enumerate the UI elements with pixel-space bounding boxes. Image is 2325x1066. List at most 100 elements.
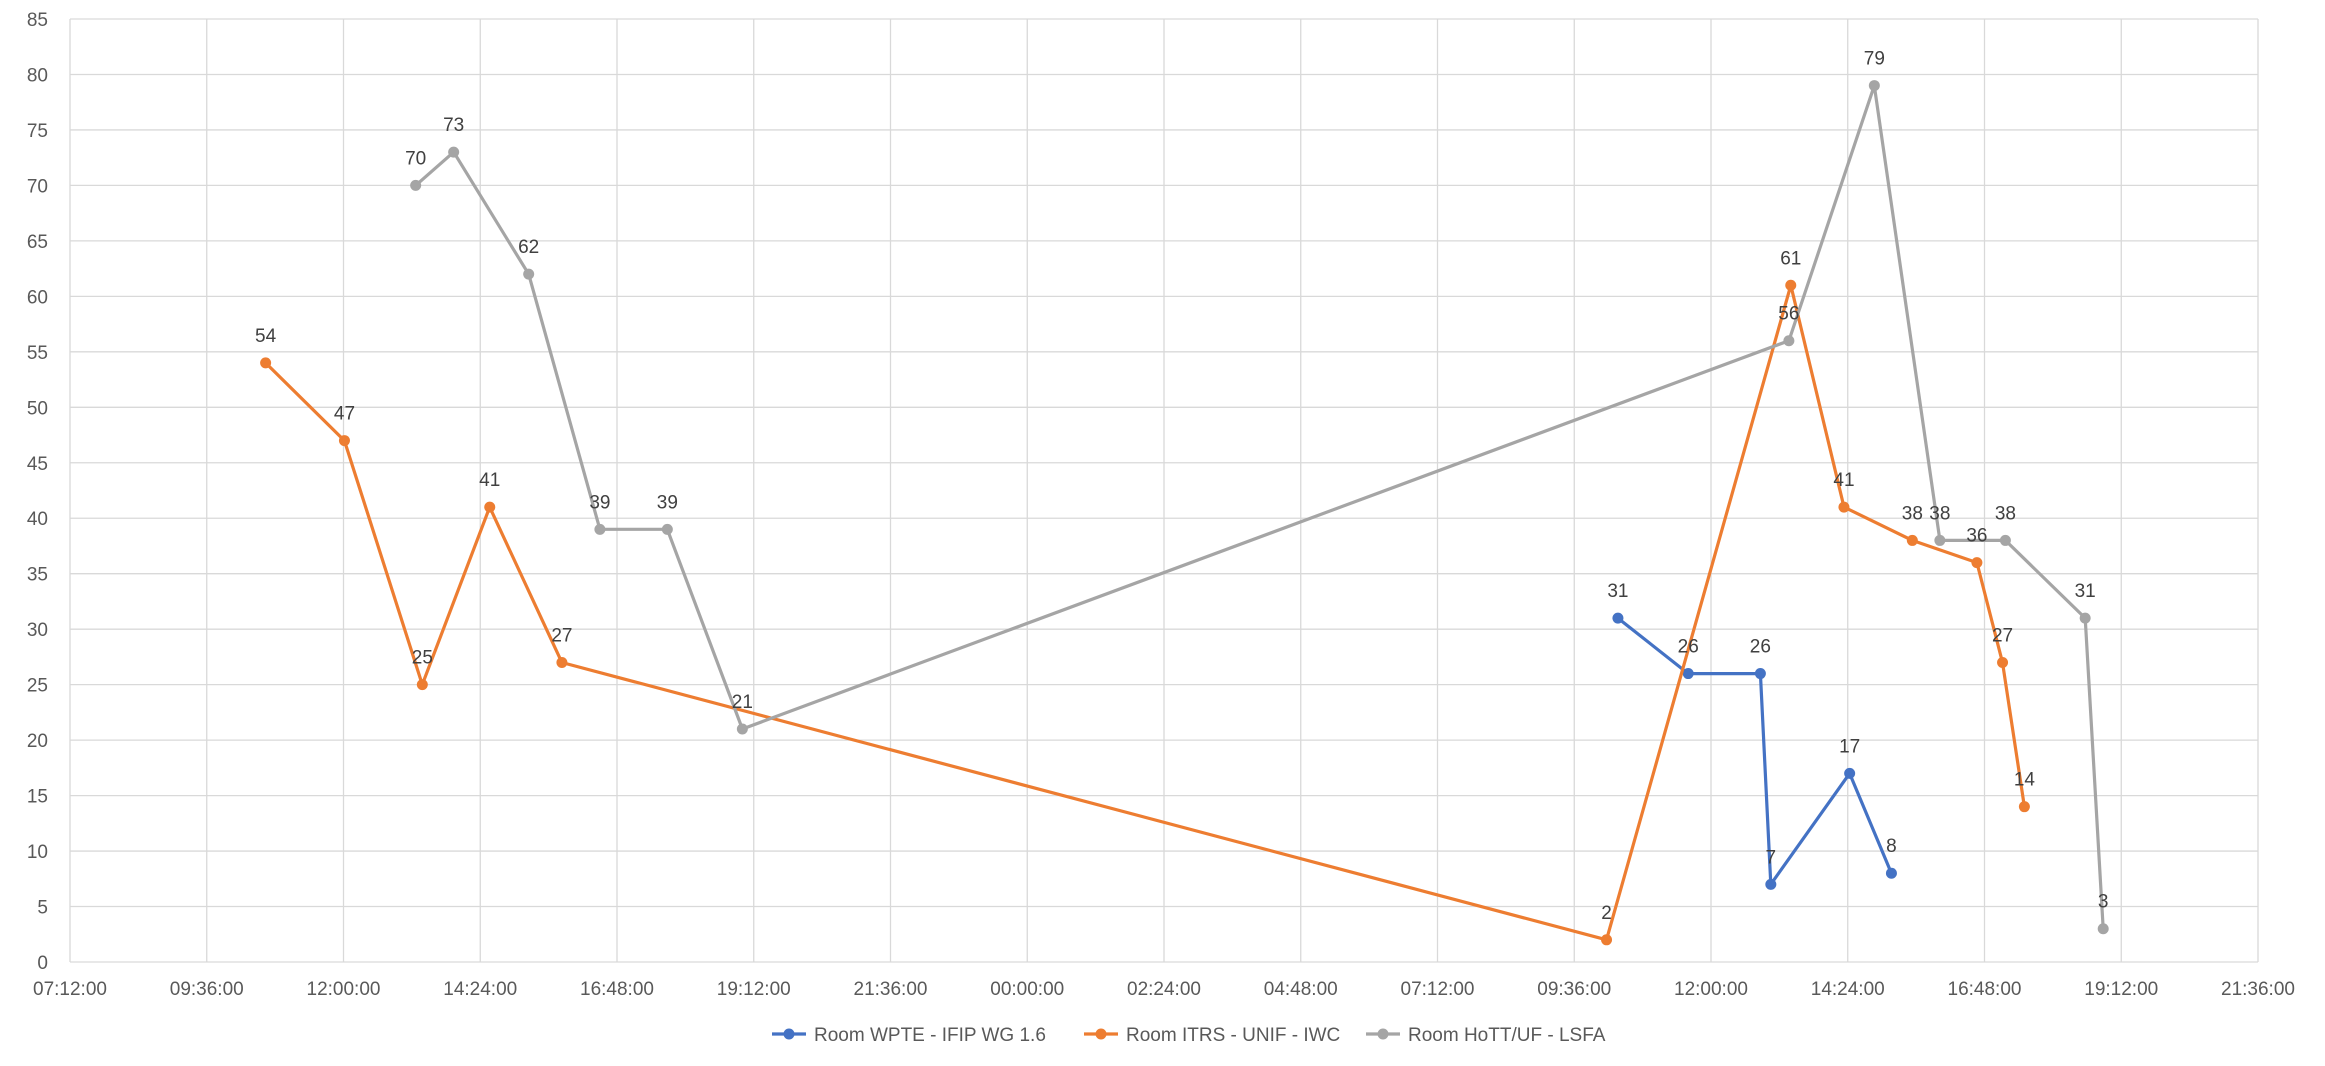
data-point: [1754, 668, 1766, 680]
data-point: [1868, 80, 1880, 92]
y-tick-label: 45: [27, 454, 48, 475]
data-label: 39: [657, 492, 678, 513]
data-point: [448, 146, 460, 158]
x-tick-label: 12:00:00: [1674, 979, 1748, 1000]
data-point: [1838, 501, 1850, 513]
axes: 0 5 10 15 20 25 30 35 40 45 50 55 60 65 70 75 80 85 07:12:…: [27, 10, 2295, 1000]
y-tick-label: 15: [27, 787, 48, 808]
data-point: [556, 656, 568, 668]
data-point: [1844, 767, 1856, 779]
data-label: 14: [2014, 770, 2036, 791]
data-label: 36: [1966, 526, 1987, 547]
data-point: [2079, 612, 2091, 624]
data-label: 2: [1601, 903, 1612, 924]
y-tick-label: 20: [27, 731, 48, 752]
data-point: [523, 268, 535, 280]
data-label: 38: [1995, 503, 2016, 524]
x-tick-label: 09:36:00: [170, 979, 244, 1000]
series-line: [414, 83, 2105, 929]
x-tick-label: 19:12:00: [717, 979, 791, 1000]
data-point: [1934, 534, 1946, 546]
x-tick-label: 21:36:00: [2221, 979, 2295, 1000]
y-tick-label: 5: [37, 898, 48, 919]
y-tick-label: 55: [27, 343, 48, 364]
y-tick-label: 75: [27, 121, 48, 142]
data-point: [1612, 612, 1624, 624]
data-label: 7: [1766, 847, 1777, 868]
legend-item: Room HoTT/UF - LSFA: [1366, 1025, 1606, 1046]
x-tick-label: 14:24:00: [443, 979, 517, 1000]
data-label: 70: [405, 148, 426, 169]
y-tick-label: 85: [27, 10, 48, 31]
data-point: [1785, 279, 1797, 291]
x-tick-label: 14:24:00: [1811, 979, 1885, 1000]
data-label: 21: [732, 692, 753, 713]
data-label: 26: [1678, 637, 1699, 658]
data-label: 31: [1607, 581, 1628, 602]
data-point: [1682, 668, 1694, 680]
legend-label: Room ITRS - UNIF - IWC: [1126, 1025, 1340, 1046]
data-label: 27: [551, 625, 572, 646]
legend-swatch-marker: [1095, 1028, 1107, 1040]
data-point: [1601, 934, 1613, 946]
x-tick-label: 16:48:00: [580, 979, 654, 1000]
data-label: 27: [1992, 625, 2013, 646]
data-label: 3: [2098, 892, 2109, 913]
data-label: 56: [1778, 304, 1799, 325]
data-label: 47: [334, 404, 355, 425]
gridlines: [69, 18, 2259, 963]
x-tick-label: 07:12:00: [33, 979, 107, 1000]
y-tick-label: 70: [27, 176, 48, 197]
data-point: [1885, 867, 1897, 879]
data-label: 41: [479, 470, 500, 491]
y-tick-label: 80: [27, 65, 48, 86]
data-point: [1971, 557, 1983, 569]
data-point: [1783, 335, 1795, 347]
series-line: [1616, 616, 1893, 886]
y-tick-label: 0: [37, 953, 48, 974]
data-label: 38: [1929, 503, 1950, 524]
data-label: 41: [1833, 470, 1854, 491]
data-point: [2018, 801, 2030, 813]
data-label: 61: [1780, 248, 1801, 269]
data-point: [1906, 534, 1918, 546]
legend-label: Room WPTE - IFIP WG 1.6: [814, 1025, 1046, 1046]
data-point: [338, 435, 350, 447]
data-label: 26: [1750, 637, 1771, 658]
data-point: [1999, 534, 2011, 546]
series-line: [264, 283, 2026, 942]
y-tick-label: 50: [27, 398, 48, 419]
x-tick-label: 07:12:00: [1401, 979, 1475, 1000]
x-tick-label: 19:12:00: [2084, 979, 2158, 1000]
data-label: 79: [1864, 49, 1885, 70]
data-labels: 31 26 26 7 17 8 54 47 25 41 27 2 61 41 38 36 27 14 70 73 62 3…: [255, 49, 2108, 924]
data-point: [416, 679, 428, 691]
data-label: 73: [443, 115, 464, 136]
y-tick-label: 65: [27, 232, 48, 253]
legend-swatch-marker: [1377, 1028, 1389, 1040]
data-label: 17: [1839, 736, 1860, 757]
x-tick-label: 21:36:00: [854, 979, 928, 1000]
legend-swatch-marker: [783, 1028, 795, 1040]
data-point: [410, 179, 422, 191]
y-tick-label: 10: [27, 842, 48, 863]
series-layer: [260, 80, 2109, 946]
legend-item: Room ITRS - UNIF - IWC: [1084, 1025, 1340, 1046]
data-point: [260, 357, 272, 369]
x-tick-label: 16:48:00: [1948, 979, 2022, 1000]
data-point: [1997, 656, 2009, 668]
data-label: 62: [518, 237, 539, 258]
data-label: 25: [412, 648, 433, 669]
x-tick-label: 02:24:00: [1127, 979, 1201, 1000]
data-point: [594, 523, 606, 535]
x-tick-label: 09:36:00: [1537, 979, 1611, 1000]
data-label: 39: [589, 492, 610, 513]
y-tick-label: 60: [27, 287, 48, 308]
data-label: 31: [2075, 581, 2096, 602]
y-tick-label: 30: [27, 620, 48, 641]
legend-label: Room HoTT/UF - LSFA: [1408, 1025, 1606, 1046]
data-point: [661, 523, 673, 535]
y-tick-label: 25: [27, 676, 48, 697]
data-point: [736, 723, 748, 735]
